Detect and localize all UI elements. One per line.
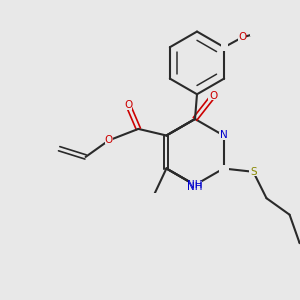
Text: N: N [220, 130, 227, 140]
FancyBboxPatch shape [249, 168, 257, 176]
FancyBboxPatch shape [250, 28, 270, 36]
FancyBboxPatch shape [105, 136, 113, 145]
FancyBboxPatch shape [220, 44, 228, 51]
FancyBboxPatch shape [208, 92, 218, 100]
FancyBboxPatch shape [238, 33, 246, 41]
Text: O: O [238, 32, 246, 42]
FancyBboxPatch shape [188, 181, 202, 190]
FancyBboxPatch shape [124, 102, 133, 110]
FancyBboxPatch shape [124, 102, 133, 110]
FancyBboxPatch shape [249, 168, 257, 176]
FancyBboxPatch shape [238, 33, 246, 41]
Text: NH: NH [187, 180, 203, 190]
FancyBboxPatch shape [142, 193, 164, 200]
FancyBboxPatch shape [208, 92, 218, 100]
Text: NH: NH [187, 182, 203, 192]
FancyBboxPatch shape [145, 193, 161, 200]
FancyBboxPatch shape [189, 181, 201, 189]
Text: O: O [209, 91, 217, 101]
FancyBboxPatch shape [219, 164, 229, 172]
Text: O: O [104, 136, 113, 146]
FancyBboxPatch shape [105, 136, 113, 145]
Text: S: S [250, 167, 256, 177]
Text: O: O [124, 100, 133, 110]
FancyBboxPatch shape [219, 131, 229, 140]
